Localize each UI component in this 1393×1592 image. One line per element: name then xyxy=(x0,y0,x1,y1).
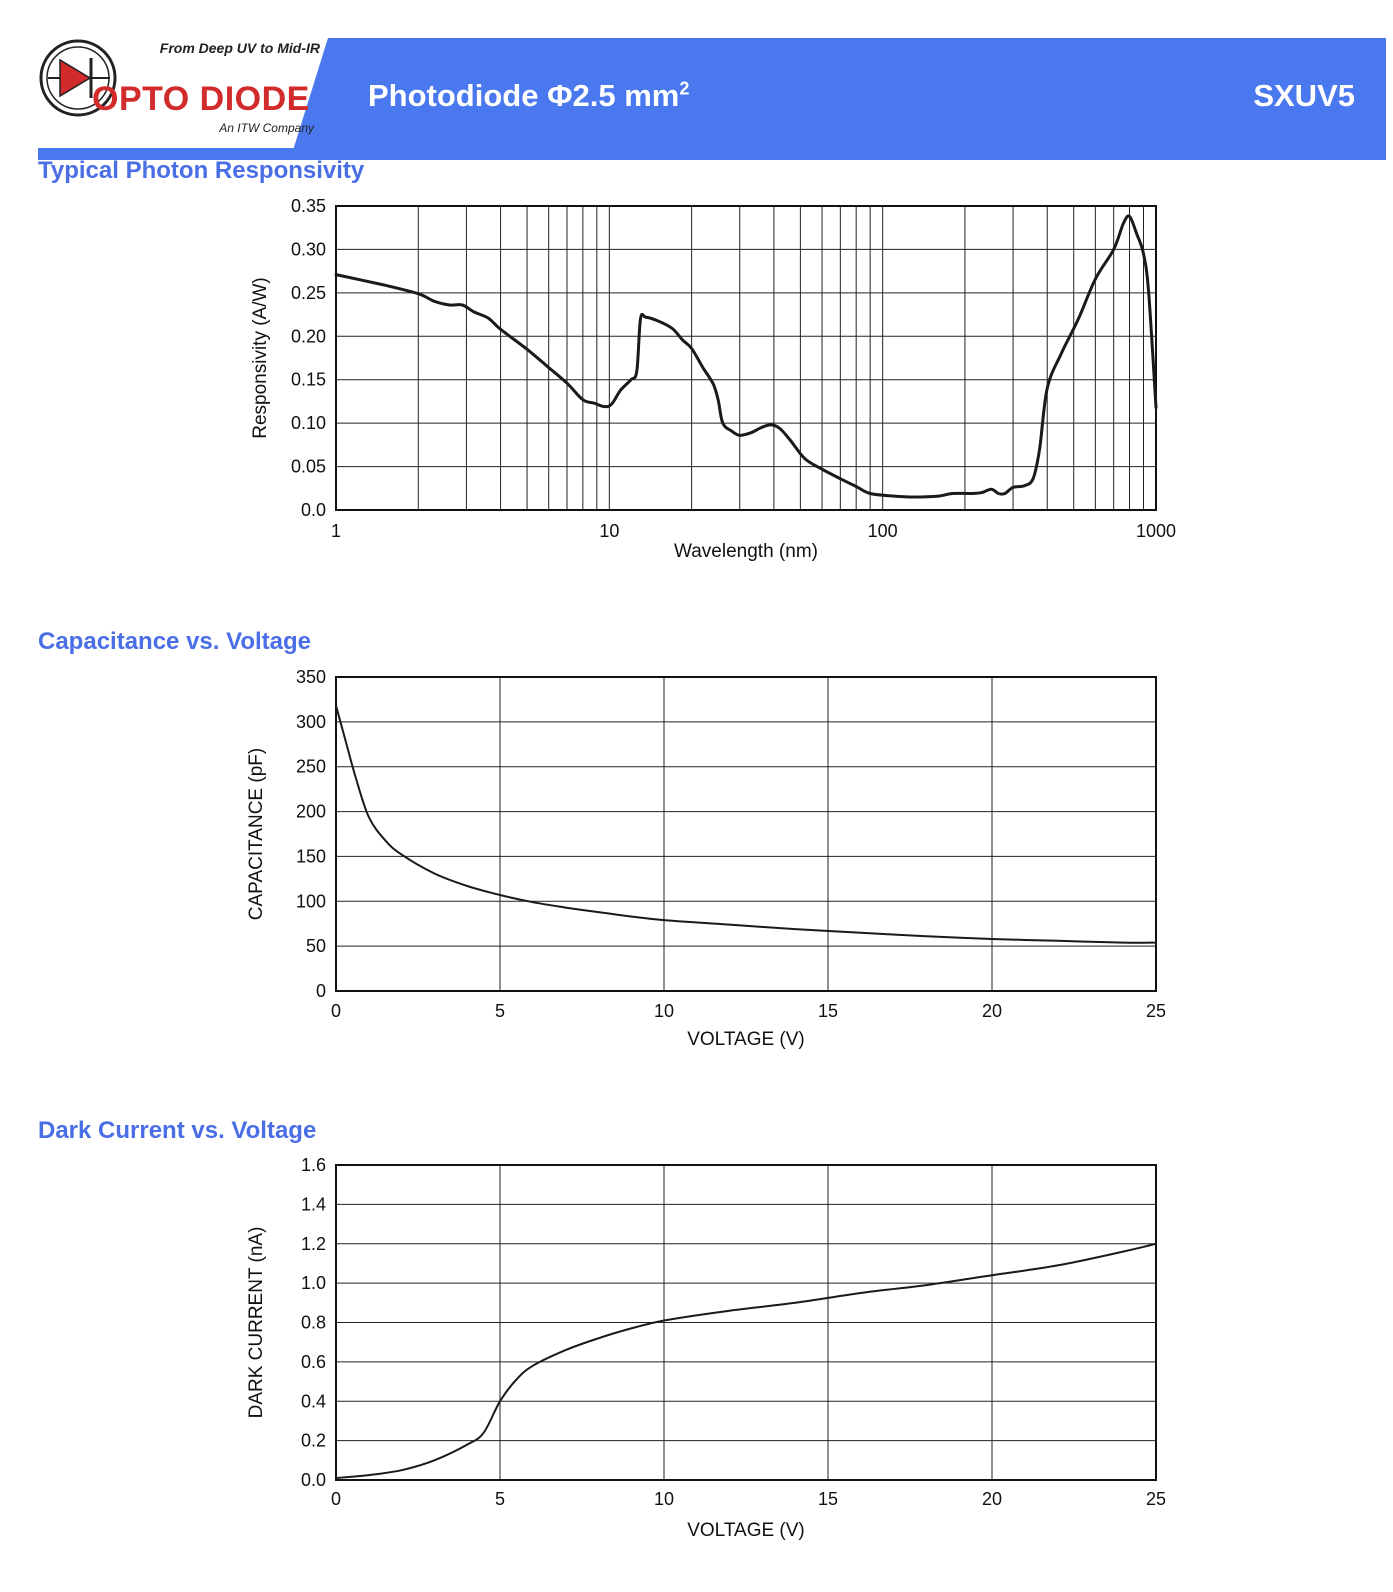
y-tick-label: 0.05 xyxy=(291,457,326,477)
x-tick-label: 20 xyxy=(982,1001,1002,1021)
y-tick-label: 0.35 xyxy=(291,196,326,216)
x-axis-label: VOLTAGE (V) xyxy=(687,1520,805,1541)
x-axis-label: Wavelength (nm) xyxy=(674,541,818,562)
y-axis-label: CAPACITANCE (pF) xyxy=(246,748,267,920)
y-tick-label: 1.2 xyxy=(301,1234,326,1254)
page-title-text: Photodiode Φ2.5 mm xyxy=(368,78,680,113)
section-title-dark-current: Dark Current vs. Voltage xyxy=(38,1117,317,1144)
plot-frame xyxy=(335,205,1157,511)
y-tick-label: 300 xyxy=(296,712,326,732)
gridlines xyxy=(335,676,1157,992)
gridlines xyxy=(335,1164,1157,1481)
y-tick-label: 0.4 xyxy=(301,1391,326,1411)
header-banner-underline xyxy=(38,148,1386,160)
page-title: Photodiode Φ2.5 mm2 xyxy=(368,78,689,114)
section-title-capacitance: Capacitance vs. Voltage xyxy=(38,628,311,655)
plot-frame xyxy=(335,1164,1157,1481)
y-axis-label: Responsivity (A/W) xyxy=(250,277,271,439)
section-title-responsivity: Typical Photon Responsivity xyxy=(38,157,365,184)
x-tick-label: 20 xyxy=(982,1489,1002,1509)
y-tick-label: 50 xyxy=(306,936,326,956)
y-tick-label: 100 xyxy=(296,891,326,911)
y-axis-label: DARK CURRENT (nA) xyxy=(246,1227,267,1419)
x-tick-label: 5 xyxy=(495,1001,505,1021)
y-tick-label: 0.25 xyxy=(291,283,326,303)
x-tick-label: 10 xyxy=(599,521,619,541)
x-tick-label: 0 xyxy=(331,1001,341,1021)
y-tick-label: 250 xyxy=(296,757,326,777)
y-tick-label: 0.30 xyxy=(291,239,326,259)
x-tick-label: 10 xyxy=(654,1489,674,1509)
brand-name: OPTO DIODE xyxy=(92,80,310,118)
y-tick-label: 0 xyxy=(316,981,326,1001)
x-tick-label: 100 xyxy=(868,521,898,541)
capacitance-chart: 0 50 100 150 200 250 300 350 0 5 10 15 20 25 VOLTAGE (… xyxy=(246,667,1166,1050)
gridlines xyxy=(336,205,1156,511)
responsivity-chart: 0.0 0.05 0.10 0.15 0.20 0.25 0.30 0.35 1 10 100 100… xyxy=(250,196,1176,562)
x-tick-label: 1 xyxy=(331,521,341,541)
diode-logo-icon xyxy=(39,39,117,117)
x-tick-label: 25 xyxy=(1146,1489,1166,1509)
y-tick-label: 0.6 xyxy=(301,1352,326,1372)
plot-frame xyxy=(335,676,1157,992)
series-line xyxy=(334,214,1158,499)
y-tick-label: 350 xyxy=(296,667,326,687)
x-tick-label: 15 xyxy=(818,1489,838,1509)
brand-subtitle: An ITW Company xyxy=(219,121,314,135)
page-title-superscript: 2 xyxy=(679,78,690,99)
y-tick-label: 200 xyxy=(296,802,326,822)
y-tick-label: 0.0 xyxy=(301,500,326,520)
series-line xyxy=(335,704,1157,944)
x-axis-label: VOLTAGE (V) xyxy=(687,1029,805,1050)
y-tick-label: 0.8 xyxy=(301,1313,326,1333)
y-tick-label: 1.6 xyxy=(301,1155,326,1175)
dark-current-chart: 0.0 0.2 0.4 0.6 0.8 1.0 1.2 1.4 1.6 0 5 10 15 20 25 VOL… xyxy=(246,1155,1166,1541)
series-line xyxy=(335,1242,1157,1479)
y-tick-label: 1.0 xyxy=(301,1273,326,1293)
x-tick-label: 5 xyxy=(495,1489,505,1509)
y-tick-label: 0.2 xyxy=(301,1431,326,1451)
y-tick-label: 0.20 xyxy=(291,326,326,346)
x-tick-label: 10 xyxy=(654,1001,674,1021)
y-tick-label: 150 xyxy=(296,846,326,866)
header-banner xyxy=(290,38,1386,160)
y-tick-label: 1.4 xyxy=(301,1194,326,1214)
x-tick-label: 15 xyxy=(818,1001,838,1021)
part-number: SXUV5 xyxy=(1253,78,1355,113)
x-tick-label: 25 xyxy=(1146,1001,1166,1021)
y-tick-label: 0.0 xyxy=(301,1470,326,1490)
x-tick-label: 0 xyxy=(331,1489,341,1509)
y-tick-label: 0.15 xyxy=(291,370,326,390)
x-tick-label: 1000 xyxy=(1136,521,1176,541)
logo-tagline: From Deep UV to Mid-IR xyxy=(159,40,320,56)
y-tick-label: 0.10 xyxy=(291,413,326,433)
